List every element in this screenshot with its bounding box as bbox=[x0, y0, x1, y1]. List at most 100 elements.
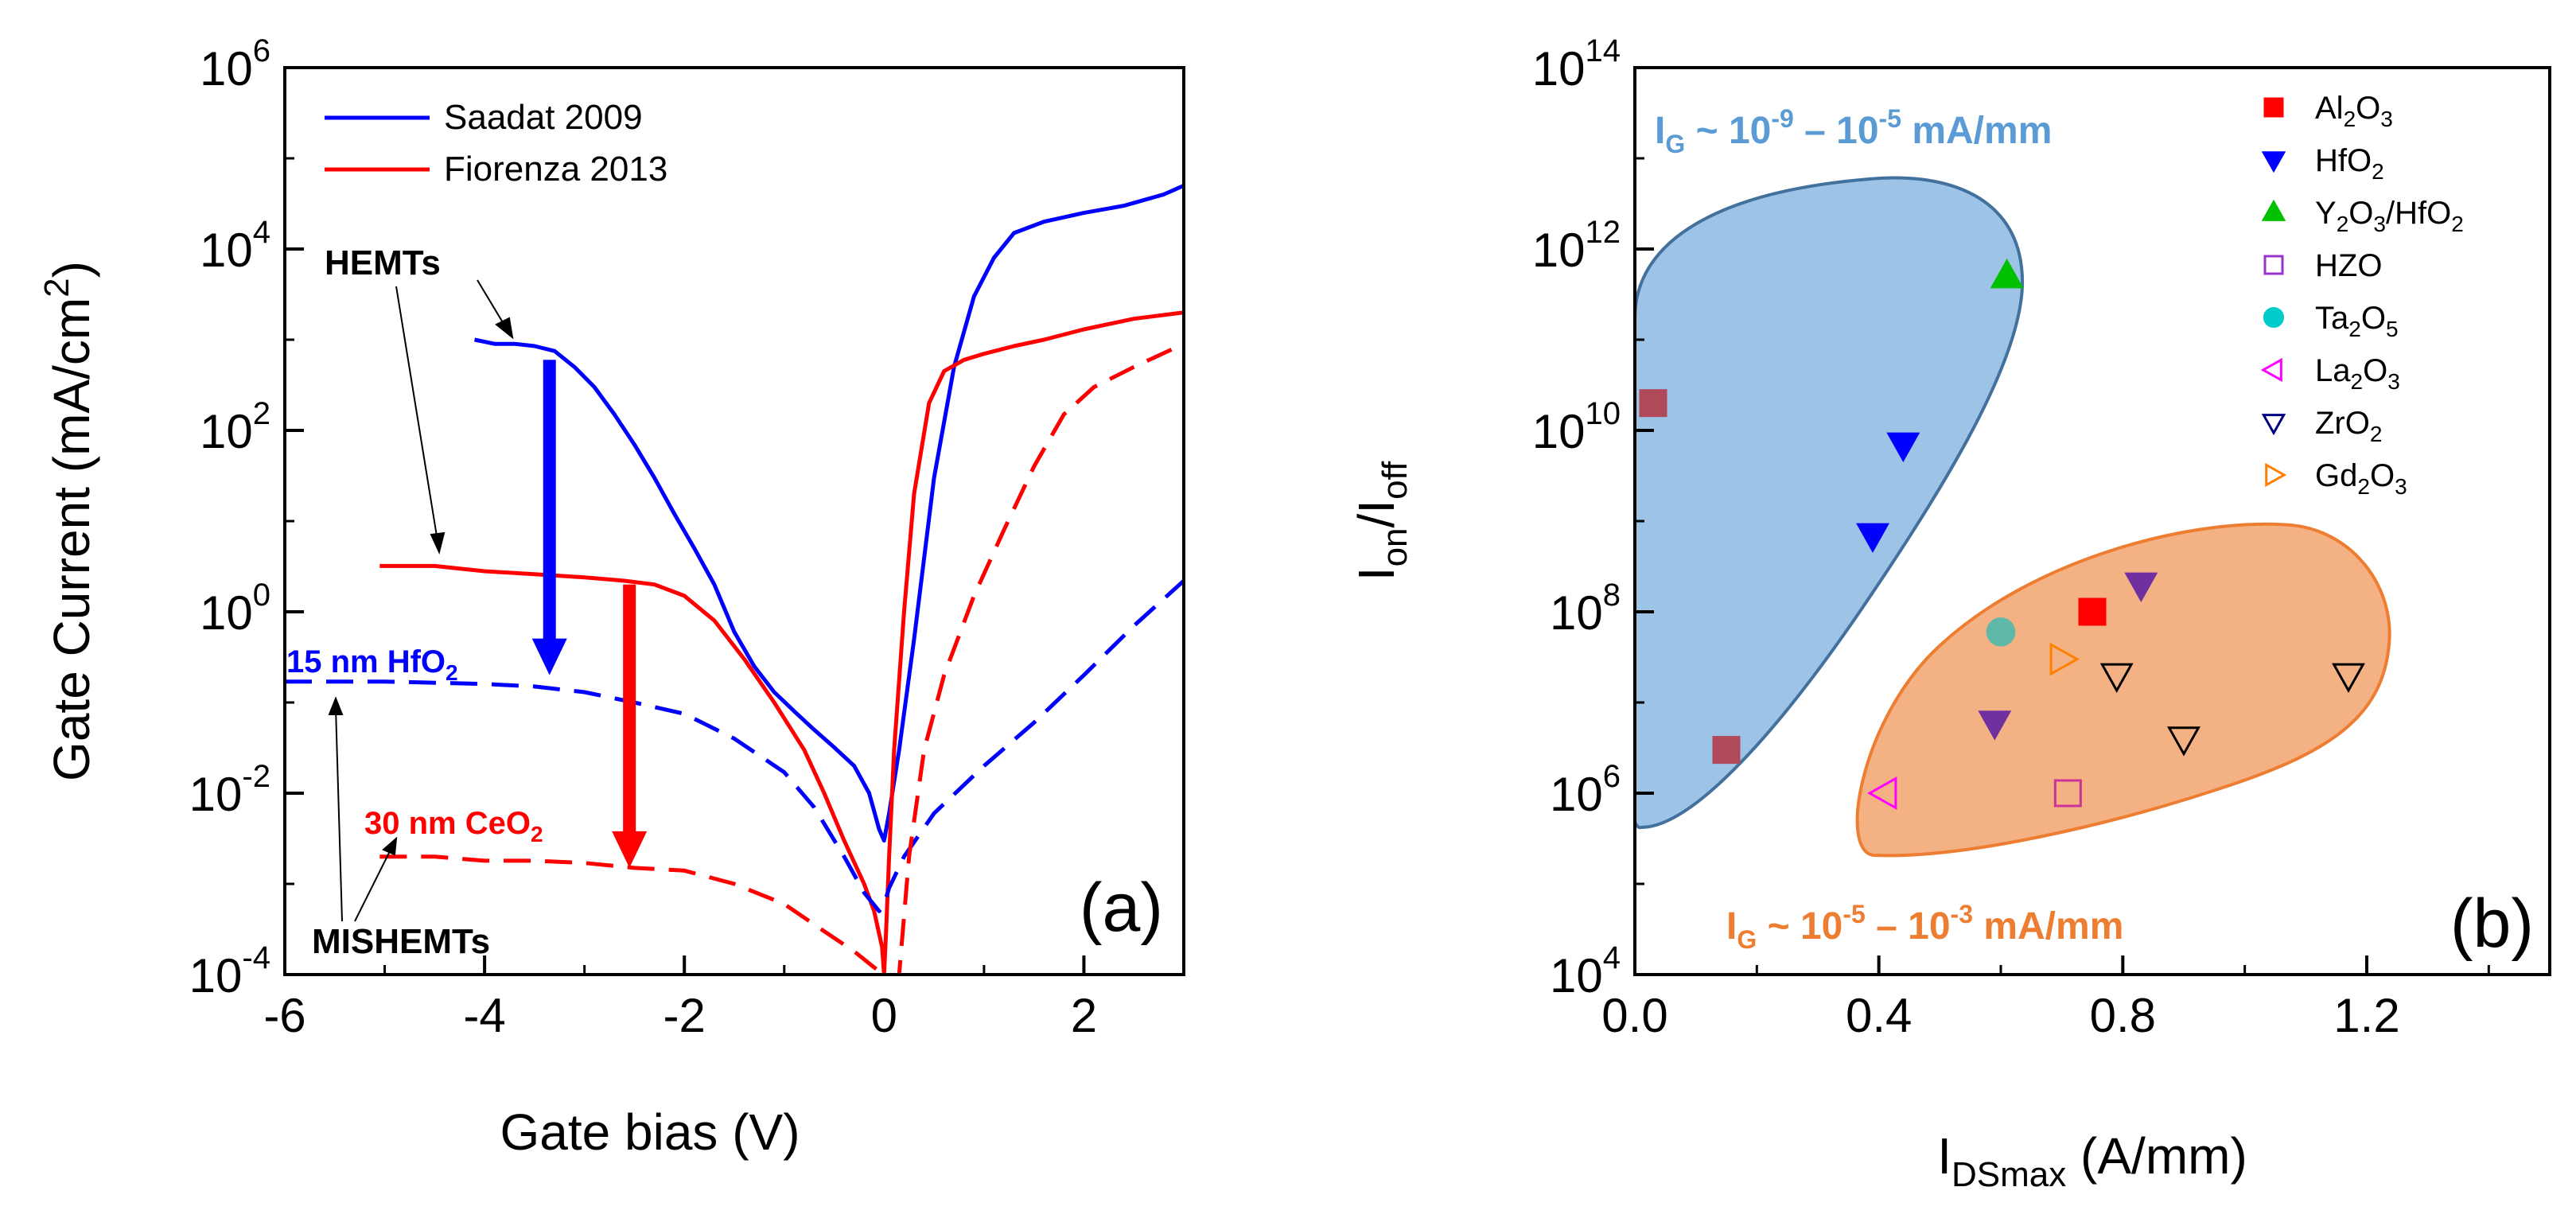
legend-b-label-2-part-2: O bbox=[2348, 196, 2373, 231]
panel-b-points bbox=[1639, 259, 2365, 810]
panel-a-series bbox=[285, 184, 1184, 975]
red-drop-arrow-head bbox=[612, 831, 648, 868]
blue-region-label-exp1: -9 bbox=[1771, 104, 1793, 133]
a-ytick-exp-0: 6 bbox=[253, 33, 270, 68]
b-xtick-label-3: 1.2 bbox=[2333, 989, 2399, 1042]
panel-a-xlabel: Gate bias (V) bbox=[500, 1103, 800, 1161]
data-point-1 bbox=[1712, 736, 1741, 765]
hemts-pointer-1-head bbox=[495, 317, 514, 340]
b-ytick-label-1: 1012 bbox=[1532, 215, 1621, 277]
b-ytick-base-3: 10 bbox=[1550, 586, 1603, 640]
a-ytick-label-5: 10-4 bbox=[189, 940, 270, 1002]
ceo2-annotation-sub: 2 bbox=[531, 822, 543, 846]
a-ytick-base-4: 10 bbox=[189, 768, 243, 821]
b-ytick-exp-3: 8 bbox=[1603, 578, 1621, 613]
legend-b-marker-7 bbox=[2265, 462, 2287, 488]
hemts-pointer-1 bbox=[477, 279, 507, 329]
series-fiorenza-mishemt bbox=[379, 341, 1184, 975]
data-point-11 bbox=[2167, 726, 2200, 757]
panel-a-ylabel-end: ) bbox=[43, 261, 100, 278]
b-ytick-exp-2: 10 bbox=[1586, 396, 1621, 431]
hemts-pointer-2 bbox=[395, 286, 438, 542]
legend-b-marker-0 bbox=[2263, 97, 2284, 118]
b-xtick-label-2: 0.8 bbox=[2090, 989, 2156, 1042]
legend-b-label-2-part-0: Y bbox=[2315, 196, 2337, 231]
panel-b-xlabel: IDSmax (A/mm) bbox=[1937, 1127, 2247, 1194]
a-ytick-exp-4: -2 bbox=[242, 759, 270, 794]
b-ytick-base-0: 10 bbox=[1532, 42, 1586, 95]
b-ytick-label-5: 104 bbox=[1550, 940, 1621, 1002]
a-ytick-label-0: 106 bbox=[200, 33, 270, 95]
a-ytick-label-4: 10-2 bbox=[189, 759, 270, 821]
ceo2-annotation: 30 nm CeO2 bbox=[364, 806, 543, 846]
orange-region-label-sub: G bbox=[1737, 925, 1757, 954]
b-ytick-exp-0: 14 bbox=[1586, 33, 1621, 68]
blue-region-label-exp2: -5 bbox=[1879, 104, 1901, 133]
orange-region-label: IG ~ 10-5 – 10-3 mA/mm bbox=[1726, 900, 2123, 954]
panel-a-arrows bbox=[531, 360, 648, 868]
legend-b-label-5-part-0: La bbox=[2315, 353, 2351, 388]
orange-region-label-dash: – 10 bbox=[1866, 905, 1951, 948]
data-point-7 bbox=[2078, 597, 2107, 626]
panel-a-ylabel: Gate Current (mA/cm2) bbox=[37, 261, 100, 781]
legend-b-label-2-part-5: 2 bbox=[2451, 212, 2464, 236]
legend-b-label-0-part-2: O bbox=[2356, 91, 2380, 126]
legend-b-marker-5 bbox=[2260, 357, 2282, 383]
a-ytick-base-5: 10 bbox=[189, 949, 243, 1002]
legend-b-label-4-part-3: 5 bbox=[2386, 317, 2399, 341]
blue-region-label-dash: – 10 bbox=[1794, 110, 1879, 152]
legend-b-label-6: ZrO2 bbox=[2315, 406, 2382, 446]
panel-a-label: (a) bbox=[1080, 870, 1163, 946]
legend-b-label-5: La2O3 bbox=[2315, 353, 2400, 394]
a-ytick-base-3: 10 bbox=[200, 586, 253, 640]
series-saadat-hemt bbox=[474, 184, 1184, 843]
mishemts-pointer-2-head bbox=[382, 836, 398, 856]
legend-b-label-5-part-3: 3 bbox=[2387, 369, 2400, 394]
a-xtick-label-1: -4 bbox=[463, 989, 505, 1042]
data-point-6 bbox=[1978, 710, 2012, 741]
legend-b-label-5-part-2: O bbox=[2363, 353, 2387, 388]
b-ytick-base-1: 10 bbox=[1532, 224, 1586, 277]
a-ytick-exp-5: -4 bbox=[242, 940, 270, 975]
panel-b-ylabel: Ion/Ioff bbox=[1348, 461, 1414, 581]
data-point-8 bbox=[1986, 617, 2016, 647]
panel-a-frame bbox=[283, 66, 1185, 976]
orange-region-label-exp1: -5 bbox=[1843, 900, 1865, 928]
a-ytick-exp-1: 4 bbox=[253, 215, 270, 250]
legend-a-label-0: Saadat 2009 bbox=[444, 98, 643, 137]
mishemts-pointer-2 bbox=[354, 847, 392, 922]
legend-b-label-1-part-1: 2 bbox=[2372, 159, 2384, 184]
legend-b-label-3-part-0: HZO bbox=[2315, 248, 2382, 283]
panel-b-label: (b) bbox=[2450, 885, 2534, 962]
legend-b-label-5-part-1: 2 bbox=[2351, 369, 2364, 394]
panel-b-xlabel-end: (A/mm) bbox=[2066, 1127, 2247, 1185]
series-fiorenza-hemt bbox=[379, 310, 1184, 975]
panel-b-xlabel-main: I bbox=[1937, 1127, 1951, 1185]
a-ytick-exp-3: 0 bbox=[253, 578, 270, 613]
legend-b-label-7-part-3: 3 bbox=[2395, 474, 2407, 499]
data-point-5 bbox=[2124, 572, 2158, 602]
data-point-13 bbox=[2053, 779, 2082, 808]
panel-a-ylabel-sup: 2 bbox=[37, 278, 76, 297]
blue-region bbox=[1635, 176, 2025, 830]
b-xtick-label-0: 0.0 bbox=[1601, 989, 1667, 1042]
legend-b-label-7-part-1: 2 bbox=[2357, 474, 2370, 499]
legend-b-marker-6 bbox=[2261, 414, 2286, 436]
data-point-3 bbox=[1886, 432, 1920, 462]
panel-b-ylabel-mid: /I bbox=[1348, 500, 1405, 528]
mishemts-annotation: MISHEMTs bbox=[312, 922, 490, 961]
b-xtick-label-1: 0.4 bbox=[1846, 989, 1912, 1042]
panel-a-ylabel-main: Gate Current (mA/cm bbox=[43, 298, 100, 781]
data-point-14 bbox=[1867, 776, 1897, 810]
legend-b-label-7: Gd2O3 bbox=[2315, 458, 2407, 499]
panel-b-ylabel-i1: I bbox=[1348, 566, 1405, 581]
b-ytick-base-2: 10 bbox=[1532, 405, 1586, 458]
a-ytick-label-3: 100 bbox=[200, 578, 270, 640]
data-point-9 bbox=[2049, 642, 2080, 676]
panel-b-frame bbox=[1633, 66, 2551, 976]
orange-region bbox=[1855, 522, 2391, 858]
